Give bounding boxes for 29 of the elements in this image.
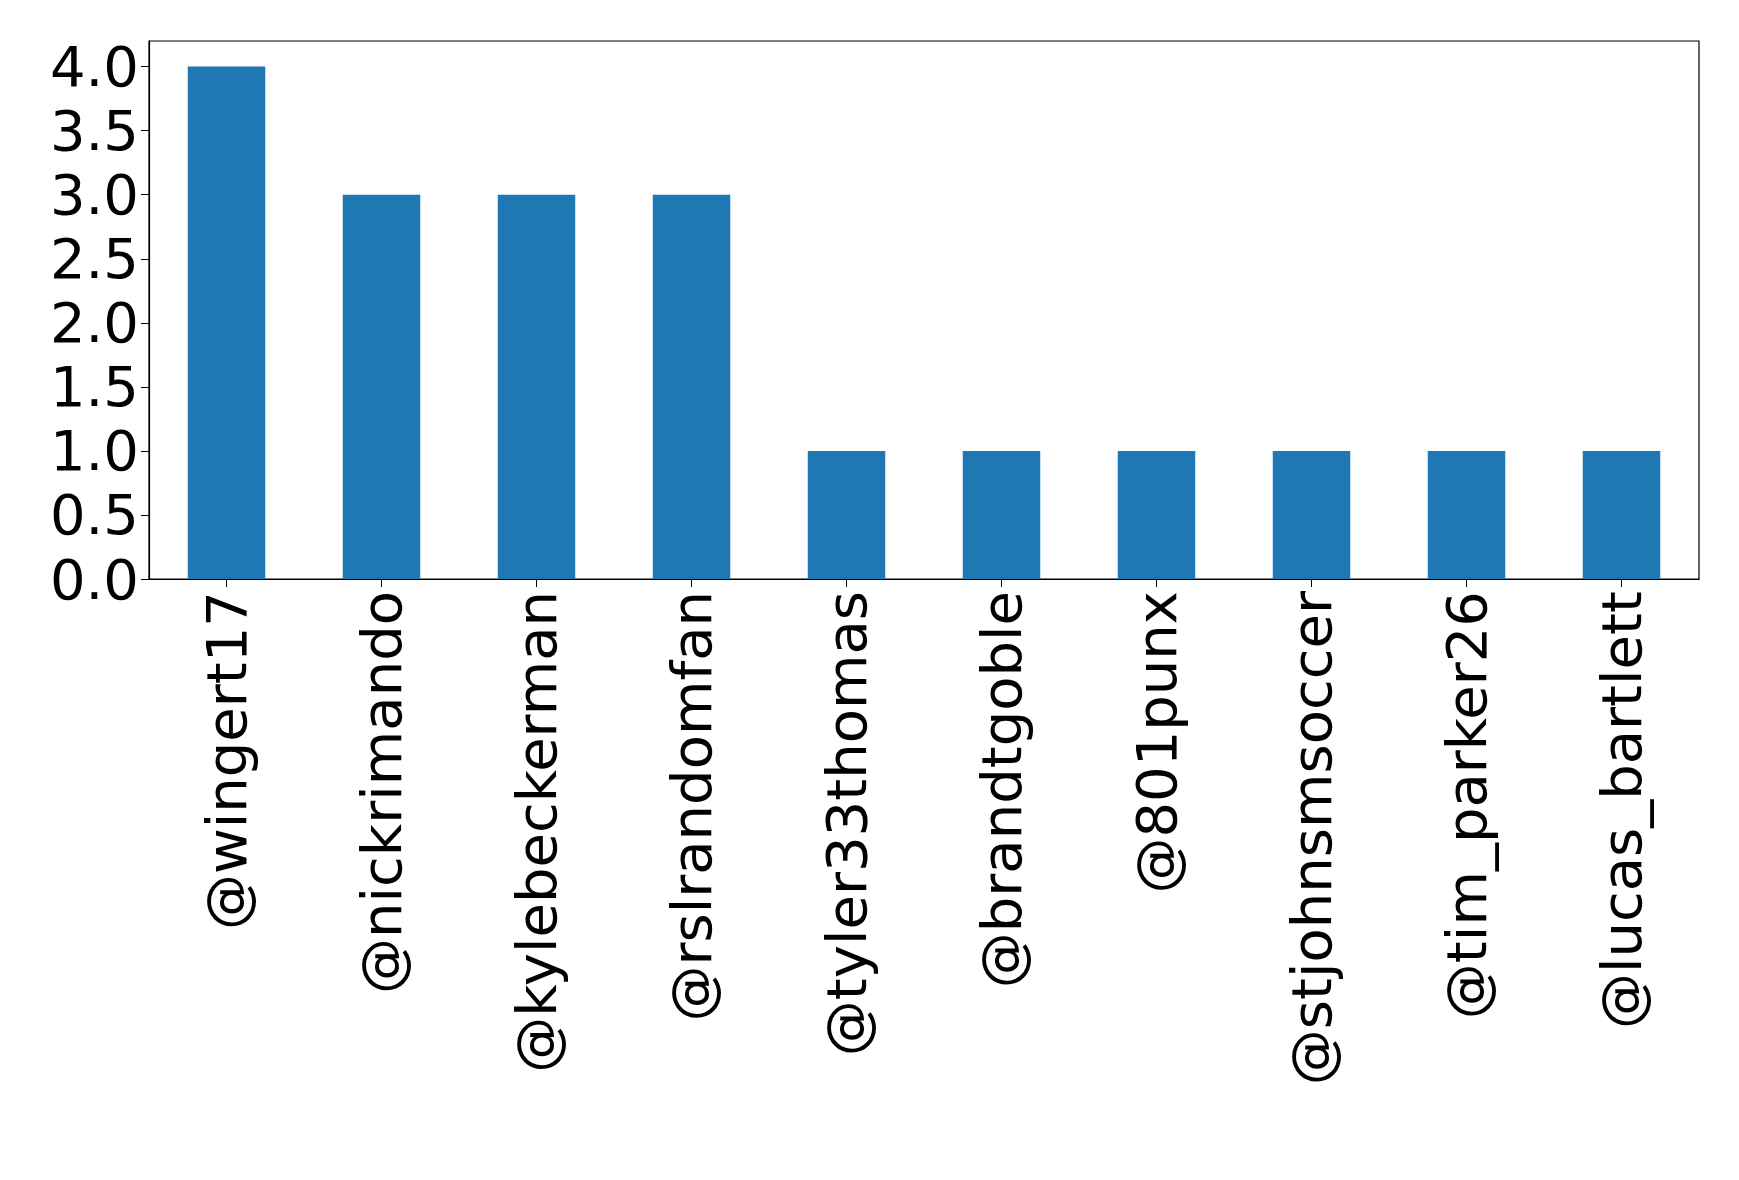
bar [652, 194, 731, 579]
y-tick-label: 2.5 [49, 226, 139, 292]
x-tick-label: @nickrimando [349, 591, 414, 995]
y-tick-label: 3.0 [49, 162, 139, 228]
bar [807, 450, 886, 579]
y-tick-label: 1.5 [49, 354, 139, 420]
y-tick-label: 1.0 [49, 418, 139, 484]
x-tick-label: @tyler33thomas [814, 591, 879, 1057]
y-tick-label: 2.0 [49, 290, 139, 356]
x-tick-label: @801punx [1124, 591, 1189, 894]
bar [1117, 450, 1196, 579]
x-tick-label: @rslrandomfan [659, 591, 724, 1022]
x-tick-label: @lucas_bartlett [1589, 591, 1654, 1030]
x-tick-label: @wingert17 [194, 591, 259, 931]
bar [962, 450, 1041, 579]
x-tick-label: @tim_parker26 [1434, 591, 1499, 1020]
bar [1427, 450, 1506, 579]
x-tick-label: @brandtgoble [969, 591, 1034, 989]
x-tick-label: @kylebeckerman [504, 591, 569, 1073]
y-tick-label: 4.0 [49, 34, 139, 100]
bar [342, 194, 421, 579]
bar [497, 194, 576, 579]
bar [1272, 450, 1351, 579]
x-tick-label: @stjohnsmsoccer [1279, 590, 1344, 1086]
y-tick-label: 0.5 [49, 482, 139, 548]
y-tick-label: 3.5 [49, 98, 139, 164]
y-tick-label: 0.0 [49, 546, 139, 612]
bar [1582, 450, 1661, 579]
bar [187, 66, 266, 579]
